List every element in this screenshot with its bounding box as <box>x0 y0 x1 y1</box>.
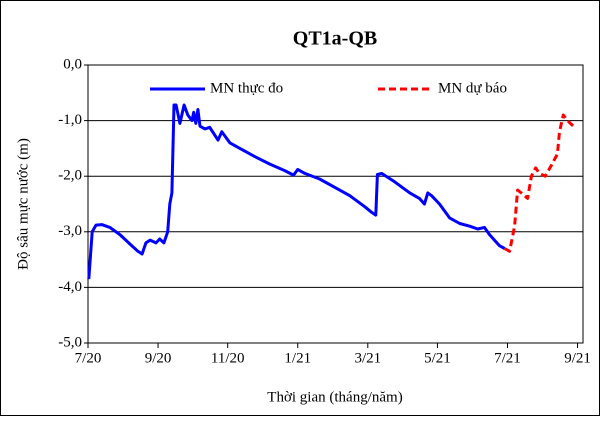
x-tick-label: 7/20 <box>75 350 102 366</box>
legend-label: MN dự báo <box>438 80 507 96</box>
y-tick-label: -2,0 <box>58 168 82 184</box>
x-tick-label: 9/20 <box>145 350 172 366</box>
series-line <box>87 103 506 280</box>
chart-title: QT1a-QB <box>293 28 377 50</box>
x-tick-label: 1/21 <box>284 350 311 366</box>
x-tick-label: 5/21 <box>424 350 451 366</box>
series-line <box>503 113 575 253</box>
x-tick-label: 3/21 <box>354 350 381 366</box>
legend-label: MN thực đo <box>210 80 283 96</box>
plot-area <box>87 64 584 344</box>
y-axis-label: Độ sâu mực nước (m) <box>15 138 31 270</box>
x-axis-label: Thời gian (tháng/năm) <box>267 389 402 405</box>
y-tick-label: -1,0 <box>58 112 82 128</box>
y-tick-label: -3,0 <box>58 223 82 239</box>
y-tick-label: -4,0 <box>58 279 82 295</box>
x-tick-label: 9/21 <box>564 350 591 366</box>
x-tick-label: 7/21 <box>494 350 521 366</box>
x-tick-label: 11/20 <box>211 350 245 366</box>
y-tick-label: 0,0 <box>63 56 82 72</box>
y-tick-label: -5,0 <box>58 334 82 350</box>
